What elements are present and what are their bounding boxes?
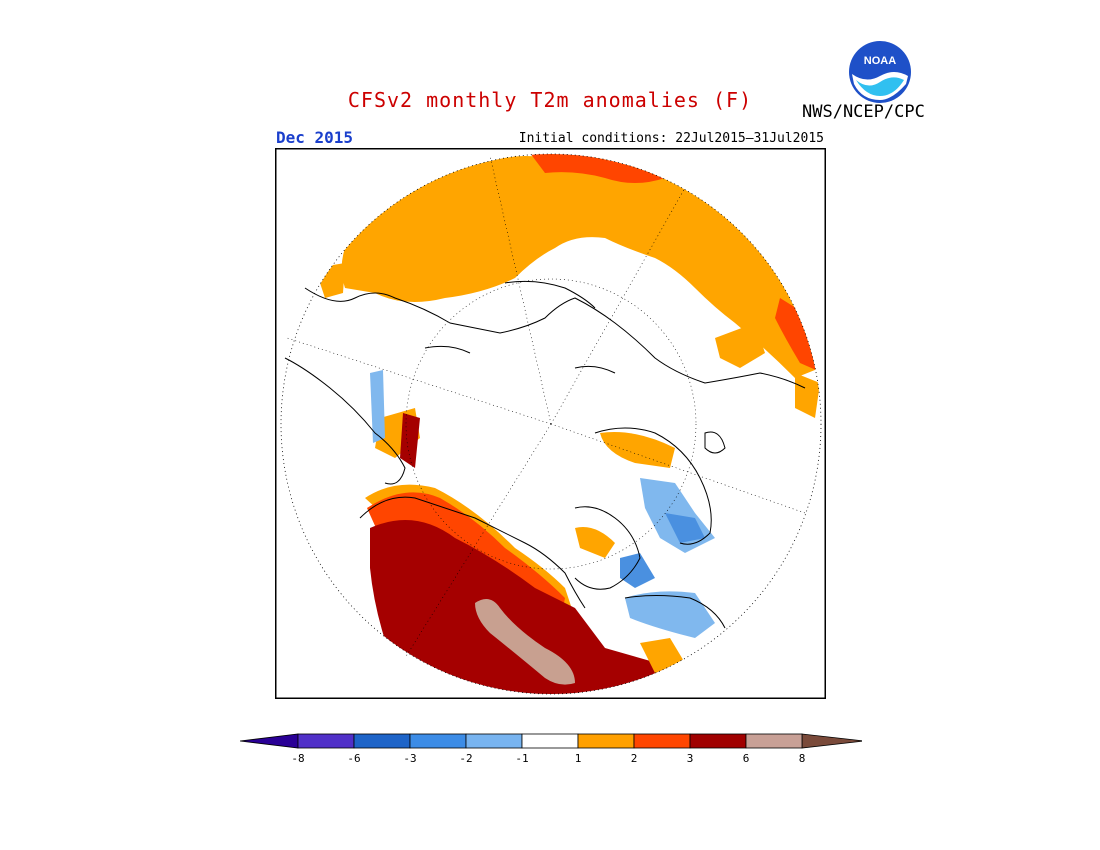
colorbar-high-arrow [801, 733, 862, 749]
polar-anomaly-map [275, 148, 826, 699]
colorbar-tick-label: -1 [515, 752, 528, 765]
anomaly-region-labrador-blue [625, 591, 715, 638]
colorbar-low-arrow [240, 733, 299, 749]
anomaly-region-hudson-orange [600, 432, 675, 468]
anomaly-region-northamerica-tan [475, 599, 575, 685]
colorbar-bin [465, 733, 523, 749]
colorbar-tick-label: -6 [347, 752, 360, 765]
colorbar-tick-label: -2 [459, 752, 472, 765]
colorbar-tick-label: 1 [575, 752, 582, 765]
anomaly-region-hudson-blue [620, 553, 655, 588]
colorbar-bin [409, 733, 467, 749]
agency-label: NWS/NCEP/CPC [802, 102, 925, 122]
colorbar-bin [297, 733, 355, 749]
anomaly-region-baffin-blue2 [665, 513, 705, 543]
colorbar-tick-label: 8 [799, 752, 806, 765]
graticule-inner [405, 278, 697, 570]
graticule-outer [280, 153, 822, 695]
coastlines [284, 280, 806, 629]
anomaly-region-canada-orange [575, 527, 615, 558]
anomaly-region-asia-orange3 [795, 373, 820, 418]
colorbar-tick-label: -8 [291, 752, 304, 765]
noaa-logo: NOAA [849, 41, 911, 103]
anomaly-fields [315, 154, 821, 694]
colorbar-tick-label: 3 [687, 752, 694, 765]
colorbar-bin [577, 733, 635, 749]
map-title: CFSv2 monthly T2m anomalies (F) [347, 88, 753, 112]
colorbar-bin [521, 733, 579, 749]
colorbar-tick-label: -3 [403, 752, 416, 765]
colorbar-bin [353, 733, 411, 749]
anomaly-region-northamerica-darkred [370, 520, 695, 694]
anomaly-region-asia-orange2 [715, 323, 765, 368]
anomaly-region-eurasia-orange [341, 156, 820, 378]
colorbar: -8 -6 -3 -2 -1 1 2 3 6 8 [240, 733, 862, 765]
anomaly-region-eastasia-red [775, 298, 821, 373]
anomaly-region-greenland-darkred [400, 413, 420, 468]
colorbar-bin [689, 733, 747, 749]
forecast-month: Dec 2015 [276, 128, 354, 147]
initial-conditions: Initial conditions: 22Jul2015–31Jul2015 [518, 131, 824, 146]
colorbar-tick-label: 6 [743, 752, 750, 765]
noaa-logo-text: NOAA [864, 55, 896, 67]
colorbar-bin [633, 733, 691, 749]
colorbar-tick-label: 2 [631, 752, 638, 765]
anomaly-region-atlantic-blue [370, 370, 385, 443]
graticule-meridians [286, 155, 806, 659]
colorbar-bin [745, 733, 803, 749]
